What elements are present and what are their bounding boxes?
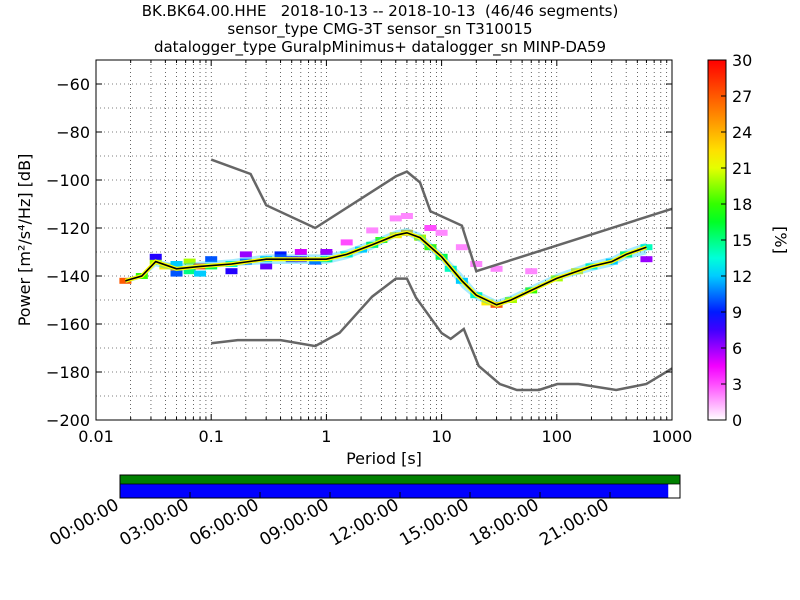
timeline-tick-label: 18:00:00 [466, 495, 542, 551]
x-tick-label: 0.1 [198, 427, 223, 446]
psd-bin [389, 215, 402, 222]
x-tick-label: 10 [431, 427, 451, 446]
timeline-tick-label: 00:00:00 [46, 495, 122, 551]
psd-bin [340, 239, 353, 246]
colorbar-tick-label: 21 [732, 159, 752, 178]
y-tick-label: −120 [46, 219, 90, 238]
y-tick-label: −200 [46, 411, 90, 430]
colorbar-tick-label: 24 [732, 123, 752, 142]
chart-title-line-1: BK.BK64.00.HHE 2018-10-13 -- 2018-10-13 … [141, 2, 619, 20]
colorbar-tick-label: 15 [732, 231, 752, 250]
timeline-tick-label: 03:00:00 [116, 495, 192, 551]
psd-bin [309, 258, 322, 265]
psd-bin [640, 244, 653, 251]
timeline-top-bar [120, 475, 680, 484]
y-tick-label: −140 [46, 267, 90, 286]
psd-bin [470, 261, 483, 267]
colorbar-tick-label: 0 [732, 411, 742, 430]
psd-bin [194, 270, 207, 277]
y-tick-label: −160 [46, 315, 90, 334]
timeline-coverage-bar [120, 484, 669, 498]
x-tick-label: 100 [542, 427, 573, 446]
colorbar-tick-label: 18 [732, 195, 752, 214]
chart-title-line-3: datalogger_type GuralpMinimus+ datalogge… [153, 38, 607, 56]
chart-title-line-2: sensor_type CMG-3T sensor_sn T310015 [227, 20, 533, 38]
colorbar-label: [%] [771, 226, 790, 254]
psd-bin [183, 268, 196, 275]
psd-bin [260, 263, 273, 270]
x-tick-label: 0.01 [78, 427, 114, 446]
y-tick-label: −100 [46, 171, 90, 190]
x-axis-label: Period [s] [346, 449, 422, 468]
colorbar-tick-label: 30 [732, 51, 752, 70]
psd-bin [400, 213, 413, 219]
psd-bin [170, 270, 183, 277]
psd-bin [170, 261, 183, 267]
timeline-tick-label: 12:00:00 [326, 495, 402, 551]
psd-bin [525, 268, 538, 275]
timeline-tick-label: 21:00:00 [536, 495, 612, 551]
timeline-tick-label: 09:00:00 [256, 495, 332, 551]
psd-bin [274, 251, 287, 258]
y-tick-label: −180 [46, 363, 90, 382]
y-tick-label: −60 [56, 75, 90, 94]
psd-histogram-bins [119, 213, 653, 308]
psd-bin [455, 244, 468, 251]
psd-bin [239, 251, 252, 258]
psd-bin [320, 249, 333, 255]
mean-psd-line [125, 231, 647, 306]
x-axis: 0.01 0.1 1 10 100 1000 [78, 60, 692, 446]
psd-bin [366, 227, 379, 234]
x-tick-label: 1 [321, 427, 331, 446]
plot-frame [95, 59, 673, 421]
psd-bin [490, 265, 503, 272]
timeline-tick-label: 06:00:00 [186, 495, 262, 551]
colorbar: 0 3 6 9 12 15 18 21 24 27 30 [707, 51, 752, 430]
psd-bin [435, 229, 448, 236]
y-axis: −60 −80 −100 −120 −140 −160 −180 −200 [46, 75, 672, 430]
timeline-tick-label: 15:00:00 [396, 495, 472, 551]
y-tick-label: −80 [56, 123, 90, 142]
x-tick-label: 1000 [652, 427, 693, 446]
psd-bin [640, 256, 653, 263]
psd-bin [183, 258, 196, 265]
psd-bin [149, 253, 162, 260]
colorbar-tick-label: 9 [732, 303, 742, 322]
psd-bin [205, 256, 218, 263]
psd-bin [424, 225, 437, 231]
colorbar-tick-label: 6 [732, 339, 742, 358]
colorbar-tick-label: 3 [732, 375, 742, 394]
colorbar-tick-label: 27 [732, 87, 752, 106]
noise-model-lines [124, 158, 673, 392]
high-noise-model-line [210, 158, 673, 273]
timeline: 00:00:0003:00:0006:00:0009:00:0012:00:00… [46, 474, 681, 551]
psd-bin [225, 268, 238, 275]
y-axis-label: Power [m²/s⁴/Hz] [dB] [15, 154, 34, 327]
colorbar-tick-label: 12 [732, 267, 752, 286]
psd-bin [294, 249, 307, 255]
low-noise-model-line [211, 277, 673, 392]
